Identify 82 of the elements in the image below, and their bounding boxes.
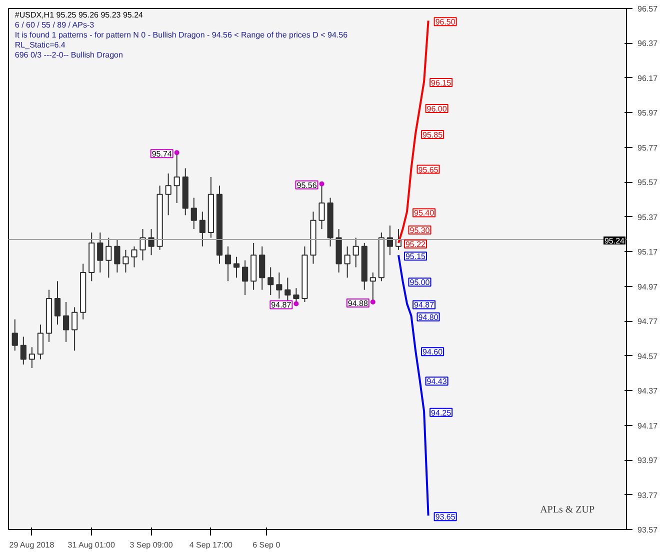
- y-tick-label: 96.17: [638, 74, 658, 83]
- y-tick-label: 94.57: [638, 352, 658, 361]
- y-tick-label: 93.97: [638, 456, 658, 466]
- y-tick-label: 93.77: [638, 490, 658, 500]
- candlestick: [122, 249, 129, 273]
- candlestick: [72, 306, 78, 352]
- x-tick-label: 6 Sep 0: [252, 540, 281, 550]
- y-tick-label: 95.17: [638, 248, 658, 257]
- candlestick: [131, 246, 138, 268]
- candlestick: [224, 246, 232, 282]
- y-tick-label: 94.17: [638, 421, 658, 430]
- y-tick-label: 93.57: [638, 526, 658, 534]
- chart-title: #USDX,H1 95.25 95.26 95.23 95.24: [14, 10, 144, 20]
- y-tick-label: 94.77: [638, 317, 658, 326]
- data-label: 96.00: [426, 104, 448, 114]
- data-label: 95.74: [152, 150, 172, 159]
- y-tick-label: 96.57: [638, 4, 658, 14]
- data-label: 95.56: [296, 180, 318, 190]
- candlestick: [370, 272, 376, 302]
- data-label: 96.15: [431, 78, 452, 88]
- x-tick-label: 3 Sep 09:00: [130, 540, 174, 550]
- y-tick-label: 95.37: [638, 212, 658, 222]
- y-tick-label: 95.77: [638, 143, 658, 152]
- candlestick: [259, 246, 266, 290]
- candlestick: [62, 301, 70, 342]
- data-label: 95.40: [414, 208, 435, 218]
- x-tick-label: 29 Aug 2018: [9, 540, 55, 550]
- data-label: 94.43: [426, 377, 448, 386]
- ref-line-label: 95.24: [604, 236, 626, 246]
- data-label: 95.22: [405, 240, 426, 249]
- candlestick: [165, 172, 172, 216]
- data-label: 95.30: [410, 226, 430, 236]
- annotation: It is found 1 patterns - for pattern N 0 - Bullish Dragon - 94.56 < Range of the prices D < 94.56: [14, 30, 348, 40]
- candlestick: [242, 260, 248, 296]
- data-label: 94.80: [418, 312, 439, 322]
- point: [319, 181, 324, 186]
- candlestick: [37, 324, 44, 360]
- y-tick-label: 95.97: [638, 108, 658, 118]
- data-label: 94.25: [431, 408, 452, 418]
- candlestick: [344, 246, 350, 278]
- data-label: 94.87: [414, 300, 435, 310]
- data-label: 94.87: [271, 300, 292, 310]
- annotation: APLs & ZUP: [540, 504, 595, 516]
- data-label: 93.65: [435, 512, 456, 522]
- candlestick: [268, 266, 274, 296]
- point: [294, 301, 299, 306]
- candlestick: [233, 256, 240, 278]
- annotation: RL_Static=6.4: [14, 40, 66, 50]
- point: [174, 150, 180, 156]
- x-tick-label: 4 Sep 17:00: [189, 540, 234, 550]
- y-tick-label: 96.37: [638, 39, 658, 48]
- candlestick: [293, 288, 300, 304]
- candlestick: [97, 232, 104, 273]
- candlestick: [199, 211, 206, 247]
- x-tick-label: 31 Aug 01:00: [68, 540, 116, 550]
- candlestick: [276, 272, 282, 300]
- data-label: 95.00: [410, 278, 430, 288]
- candlestick: [114, 238, 120, 273]
- candlestick: [28, 346, 35, 368]
- candlestick: [352, 237, 359, 268]
- candlestick: [54, 280, 61, 326]
- data-label: 94.60: [422, 348, 444, 357]
- candlestick: [12, 318, 18, 352]
- candlestick: [190, 197, 197, 230]
- data-label: 95.85: [422, 130, 444, 140]
- y-tick-label: 94.97: [638, 282, 658, 292]
- candlestick: [148, 228, 154, 256]
- candlestick: [20, 336, 26, 366]
- point: [370, 300, 376, 304]
- candlestick: [140, 228, 146, 261]
- candlestick: [106, 237, 112, 278]
- data-label: 96.50: [435, 18, 456, 27]
- candlestick: [284, 277, 291, 302]
- candlestick: [386, 225, 394, 256]
- data-label: 95.65: [418, 165, 439, 174]
- candlestick: [174, 152, 180, 204]
- y-tick-label: 95.57: [638, 178, 658, 188]
- y-tick-label: 94.37: [638, 386, 658, 396]
- data-label: 95.15: [405, 252, 426, 262]
- data-label: 94.88: [348, 298, 368, 308]
- annotation: 6 / 60 / 55 / 89 / APs-3: [14, 20, 95, 30]
- annotation: 696 0/3 ---2-0-- Bullish Dragon: [14, 50, 123, 60]
